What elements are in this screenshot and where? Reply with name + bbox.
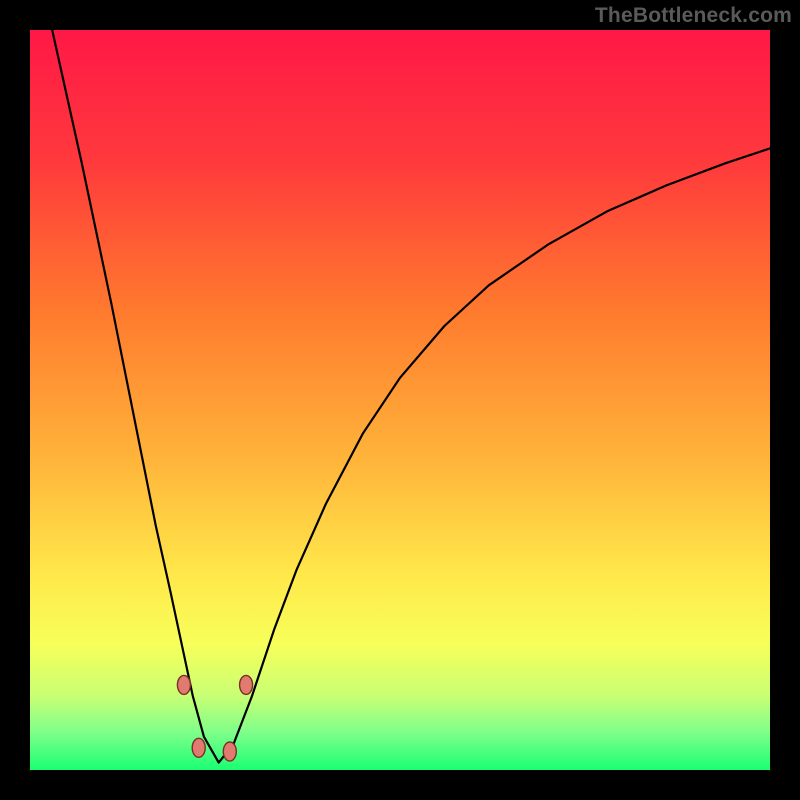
- curve-marker: [177, 675, 190, 694]
- plot-area: [30, 30, 770, 770]
- chart-root: TheBottleneck.com: [0, 0, 800, 800]
- curve-marker: [192, 738, 205, 757]
- watermark-text: TheBottleneck.com: [595, 4, 792, 28]
- curve-marker: [223, 742, 236, 761]
- plot-svg: [30, 30, 770, 770]
- gradient-background: [30, 30, 770, 770]
- curve-marker: [240, 675, 253, 694]
